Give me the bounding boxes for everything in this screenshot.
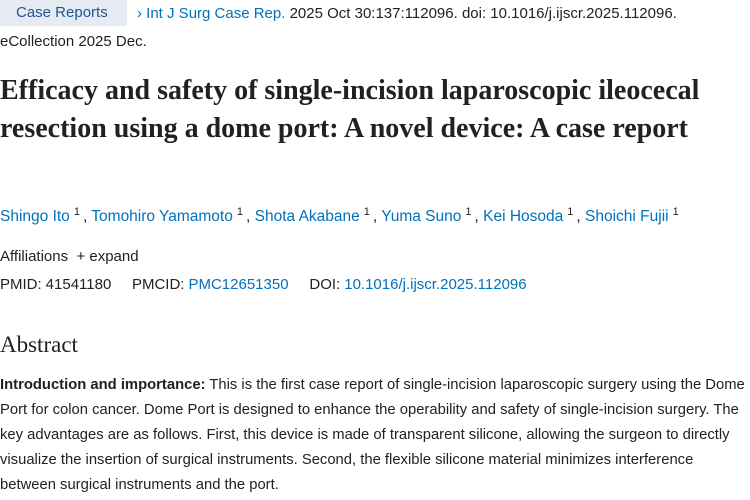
abstract-text: This is the first case report of single-…	[0, 377, 745, 493]
author-link[interactable]: Yuma Suno	[381, 208, 462, 226]
author-link[interactable]: Tomohiro Yamamoto	[91, 208, 233, 226]
pmcid-link[interactable]: PMC12651350	[188, 276, 289, 293]
article-title: Efficacy and safety of single-incision l…	[0, 75, 700, 144]
author-affiliation[interactable]: 1	[567, 206, 574, 218]
author-link[interactable]: Kei Hosoda	[483, 208, 564, 226]
affiliations: Affiliations + expand	[0, 248, 139, 265]
authors: Shingo Ito 1, Tomohiro Yamamoto 1, Shota A…	[0, 206, 679, 226]
doi-label: DOI:	[309, 276, 341, 293]
doi-link[interactable]: 10.1016/j.ijscr.2025.112096	[344, 276, 527, 293]
expand-label[interactable]: expand	[89, 248, 139, 265]
author-affiliation[interactable]: 1	[672, 206, 679, 218]
header-line: Case Reports › Int J Surg Case Rep. 2025…	[0, 0, 677, 26]
pmid-label: PMID:	[0, 276, 42, 293]
pmid: 41541180	[45, 276, 112, 293]
pmcid-label: PMCID:	[131, 276, 185, 293]
journal-link[interactable]: › Int J Surg Case Rep.	[137, 4, 286, 22]
expand-button[interactable]: + expand	[76, 248, 139, 265]
author-affiliation[interactable]: 1	[465, 206, 472, 218]
abstract-heading: Abstract	[0, 332, 78, 357]
citation: 2025 Oct 30:137:112096. doi: 10.1016/j.i…	[289, 4, 677, 22]
abstract-paragraph: Introduction and importance: This is the…	[0, 373, 749, 498]
publication-type[interactable]: Case Reports	[0, 0, 127, 26]
author-link[interactable]: Shoichi Fujii	[585, 208, 669, 226]
abstract-section-label: Introduction and importance:	[0, 377, 206, 393]
affiliations-label: Affiliations	[0, 248, 69, 265]
journal[interactable]: Int J Surg Case Rep.	[146, 4, 286, 22]
author-affiliation[interactable]: 1	[73, 206, 80, 218]
author-link[interactable]: Shota Akabane	[254, 208, 360, 226]
author-affiliation[interactable]: 1	[236, 206, 243, 218]
author-affiliation[interactable]: 1	[363, 206, 370, 218]
ecollection: eCollection 2025 Dec.	[0, 33, 147, 50]
author-link[interactable]: Shingo Ito	[0, 208, 70, 226]
identifiers: PMID: 41541180 PMCID: PMC12651350 DOI: 10.1…	[0, 276, 527, 293]
